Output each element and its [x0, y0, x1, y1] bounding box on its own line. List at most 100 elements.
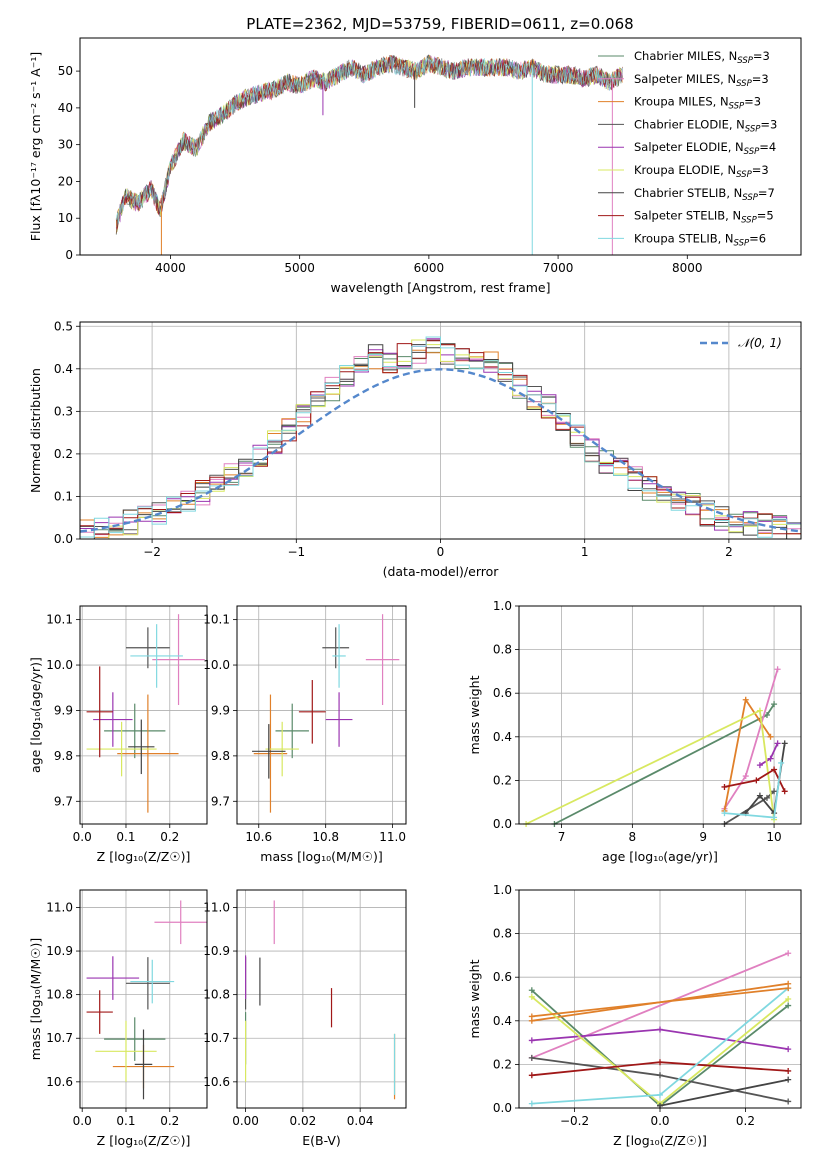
legend-name: Kroupa STELIB, N [634, 231, 734, 245]
series-marker [774, 740, 781, 747]
x-tick-label: 1 [581, 545, 589, 559]
axes-age_vs_Z: 0.0 0.1 0.2 9.7 9.8 9.9 10.0 10.1 Z [log₁₀(Z/Z☉)… [28, 605, 208, 864]
axes-frame [236, 889, 407, 1109]
y-tick-label: 0.6 [493, 686, 512, 700]
y-tick-label: 10.0 [46, 658, 73, 672]
legend-entry: Kroupa STELIB, NSSP=6 [634, 231, 766, 248]
y-tick-label: 0.6 [493, 970, 512, 984]
legend-sub: SSP [741, 216, 757, 226]
legend-entry: Chabrier ELODIE, NSSP=3 [634, 117, 777, 134]
series-line-6 [525, 709, 775, 825]
x-axis-label: E(B-V) [302, 1133, 341, 1148]
y-tick-label: 0.0 [493, 817, 512, 831]
y-tick-label: 10.1 [203, 613, 230, 627]
axes-frame [79, 605, 208, 825]
series-marker [785, 1067, 792, 1074]
x-tick-label: 4000 [155, 261, 186, 275]
y-axis-label: mass weight [467, 675, 482, 754]
x-tick-label: 7000 [543, 261, 574, 275]
x-axis-label: mass [log₁₀(M/M☉)] [260, 849, 382, 864]
y-axis-label: Normed distribution [28, 368, 43, 493]
legend-sub: SSP [744, 147, 760, 157]
series-marker [528, 987, 535, 994]
axes-spectrum: 4000 5000 6000 7000 8000 0 10 20 30 40 50 wavelengt… [28, 37, 802, 295]
y-tick-label: 0.4 [493, 1014, 512, 1028]
y-tick-label: 0.0 [493, 1101, 512, 1115]
x-tick-label: 0.0 [73, 1114, 92, 1128]
series-marker [657, 1091, 663, 1098]
y-tick-label: 0.2 [54, 447, 73, 461]
series-marker [778, 759, 785, 766]
y-tick-label: 9.8 [211, 749, 230, 763]
legend-name: Chabrier MILES, N [634, 49, 737, 63]
series-marker [767, 733, 774, 740]
x-tick-label: 0.0 [73, 830, 92, 844]
series-marker [528, 1100, 535, 1107]
legend-name: Salpeter MILES, N [634, 72, 736, 86]
x-tick-label: 10 [766, 830, 781, 844]
series-marker [781, 788, 788, 795]
series-marker [528, 1054, 535, 1061]
x-axis-label: (data-model)/error [383, 564, 500, 579]
series-marker [756, 762, 763, 769]
y-tick-label: 10.7 [46, 1031, 73, 1045]
histogram-6 [80, 339, 801, 540]
y-tick-label: 11.0 [203, 900, 230, 914]
legend-sub: SSP [736, 79, 752, 89]
y-tick-label: 10.9 [203, 944, 230, 958]
y-tick-label: 30 [58, 138, 73, 152]
legend-name: Chabrier ELODIE, N [634, 117, 745, 131]
series-marker [771, 788, 778, 795]
x-tick-label: 5000 [284, 261, 315, 275]
legend-suffix: =7 [758, 186, 775, 200]
series-marker [771, 701, 778, 708]
axes-mass_weight_vs_age: 7 8 9 10 0.0 0.2 0.4 0.6 0.8 1.0 age [log₁₀(age/yr… [467, 599, 802, 864]
x-axis-label: Z [log₁₀(Z/Z☉)] [97, 1133, 191, 1148]
x-axis-label: wavelength [Angstrom, rest frame] [330, 280, 550, 295]
figure-title: PLATE=2362, MJD=53759, FIBERID=0611, z=0… [246, 15, 633, 33]
y-tick-label: 0.4 [54, 362, 73, 376]
y-tick-label: 1.0 [493, 599, 512, 613]
series-marker [528, 1072, 535, 1079]
y-tick-label: 10.8 [203, 988, 230, 1002]
legend-entry: Chabrier MILES, NSSP=3 [634, 49, 770, 66]
y-tick-label: 20 [58, 174, 73, 188]
series-marker [657, 1072, 663, 1079]
series-marker [528, 993, 535, 1000]
legend-entry: Kroupa ELODIE, NSSP=3 [634, 163, 769, 180]
x-tick-label: 8000 [672, 261, 703, 275]
series-marker [528, 1013, 535, 1020]
spectrum-line-8 [115, 55, 623, 230]
series-marker [528, 1037, 535, 1044]
legend-name: Kroupa MILES, N [634, 95, 729, 109]
series-marker [763, 794, 770, 801]
series-marker [721, 810, 728, 817]
legend-sub: SSP [737, 56, 753, 66]
series-marker [756, 792, 763, 799]
y-axis-label: mass [log₁₀(M/M☉)] [28, 938, 43, 1060]
series-marker [781, 740, 788, 747]
histogram-9 [80, 336, 801, 538]
axes-frame [236, 605, 407, 825]
legend-entry: Salpeter ELODIE, NSSP=4 [634, 140, 776, 157]
series-marker [767, 755, 774, 762]
y-tick-label: 0.8 [493, 643, 512, 657]
y-tick-label: 50 [58, 64, 73, 78]
x-tick-label: −1 [287, 545, 305, 559]
y-tick-label: 11.0 [46, 900, 73, 914]
legend-suffix: =3 [753, 49, 770, 63]
legend-suffix: =5 [757, 209, 774, 223]
series-marker [753, 777, 760, 784]
axes-residuals: −2 −1 0 1 2 0.0 0.1 0.2 0.3 0.4 0.5 (data-model)/er… [28, 319, 802, 579]
series-marker [721, 783, 728, 790]
normal-curve [79, 368, 802, 533]
series-marker [785, 1076, 792, 1083]
series-line-10 [531, 987, 789, 1018]
x-tick-label: 0.04 [347, 1114, 374, 1128]
y-tick-label: 1.0 [493, 883, 512, 897]
x-axis-label: Z [log₁₀(Z/Z☉)] [97, 849, 191, 864]
x-tick-label: 6000 [414, 261, 445, 275]
y-tick-label: 9.7 [54, 794, 73, 808]
y-tick-label: 10.7 [203, 1031, 230, 1045]
x-tick-label: 0.2 [160, 1114, 179, 1128]
